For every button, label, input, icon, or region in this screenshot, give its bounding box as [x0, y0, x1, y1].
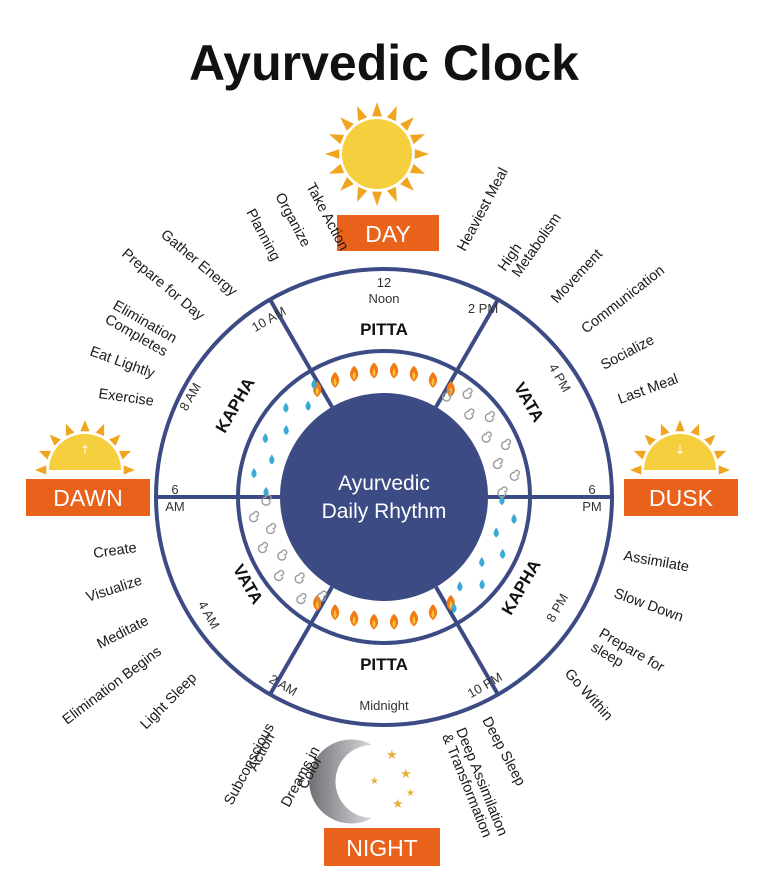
svg-text:↓: ↓ [675, 443, 685, 457]
svg-text:★: ★ [392, 797, 404, 812]
time-label-4am: 4 AM [195, 598, 223, 631]
water-drops-icon [451, 495, 517, 613]
crescent-moon-icon: ★ ★ ★ ★ ★ [309, 739, 415, 824]
activity-communication: Communication [579, 263, 668, 338]
activity-assimilate: Assimilate [622, 548, 690, 575]
activity-socialize: Socialize [598, 332, 657, 373]
center-disc [280, 393, 488, 601]
svg-text:★: ★ [386, 748, 398, 763]
dosha-label-vata-left: VATA [229, 561, 267, 607]
badge-dawn-label: DAWN [53, 485, 122, 511]
activity-movement: Movement [548, 246, 606, 306]
badge-day: DAY [337, 215, 439, 251]
time-label-6am-ampm: AM [165, 499, 185, 514]
time-label-8am: 8 AM [176, 380, 204, 413]
activity-heaviest-meal: Heaviest Meal [454, 165, 511, 254]
activity-exercise: Exercise [97, 386, 154, 410]
svg-text:★: ★ [370, 776, 379, 787]
dosha-dividers [156, 298, 612, 696]
sunset-icon: ↓ [630, 420, 730, 475]
badge-dawn: DAWN [26, 479, 150, 516]
activity-light-sleep: Light Sleep [138, 670, 201, 733]
sun-icon [325, 102, 429, 206]
badge-dusk-label: DUSK [649, 485, 714, 511]
activity-planning: Planning [242, 206, 283, 263]
time-label-2pm: 2 PM [468, 301, 498, 316]
dosha-label-kapha-right: KAPHA [498, 556, 545, 618]
time-label-noon-word: Noon [368, 291, 399, 306]
activity-visualize: Visualize [84, 573, 144, 606]
svg-text:★: ★ [400, 767, 412, 782]
time-label-6pm-ampm: PM [582, 499, 602, 514]
center-title-line2: Daily Rhythm [322, 500, 447, 523]
activity-create: Create [92, 540, 137, 562]
time-label-6pm-number: 6 [588, 482, 595, 497]
time-label-noon-number: 12 [377, 275, 391, 290]
center-title-line1: Ayurvedic [338, 472, 430, 495]
badge-dusk: DUSK [624, 479, 738, 516]
wind-swirl-icon [248, 494, 328, 605]
dosha-label-kapha-left: KAPHA [212, 374, 259, 436]
sunrise-icon: ↑ [35, 420, 135, 475]
activity-go-within: Go Within [561, 666, 615, 724]
dosha-label-vata-right: VATA [510, 379, 548, 425]
svg-text:↑: ↑ [80, 443, 90, 457]
time-label-midnight: Midnight [359, 698, 409, 713]
time-label-6am-number: 6 [171, 482, 178, 497]
activity-last-meal: Last Meal [616, 371, 681, 408]
fire-icon [313, 362, 455, 398]
activity-organize: Organize [271, 190, 313, 249]
badge-night: NIGHT [324, 828, 440, 866]
time-label-8pm: 8 PM [543, 591, 571, 625]
dosha-label-pitta-top: PITTA [360, 320, 408, 339]
dosha-label-pitta-bottom: PITTA [360, 655, 408, 674]
wind-swirl-icon [441, 387, 520, 498]
water-drops-icon [251, 379, 317, 497]
badge-night-label: NIGHT [346, 835, 418, 861]
activity-slow-down: Slow Down [612, 586, 686, 626]
svg-text:★: ★ [406, 788, 415, 799]
badge-day-label: DAY [365, 221, 411, 247]
page-title: Ayurvedic Clock [189, 35, 579, 91]
activity-meditate: Meditate [95, 613, 152, 653]
